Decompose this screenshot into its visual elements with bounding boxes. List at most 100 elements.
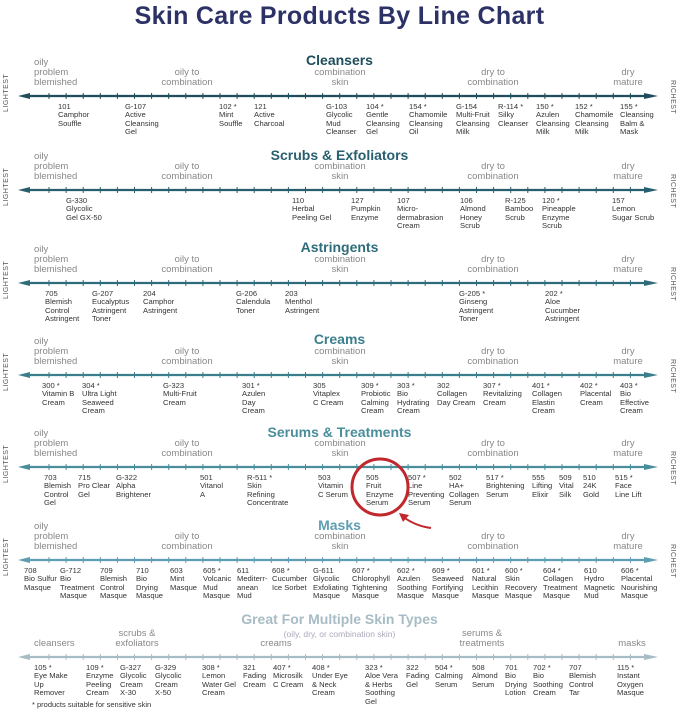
product-label: 157 Lemon Sugar Scrub xyxy=(612,196,654,222)
product-code: G-712 xyxy=(60,566,82,575)
skin-type-label: oily problem blemished xyxy=(34,337,77,367)
product-label: 708 Bio Sulfur Masque xyxy=(24,566,57,592)
product-code: 508 xyxy=(472,663,485,672)
product-label: 105 * Eye Make Up Remover xyxy=(34,663,68,698)
product-name-line: Active xyxy=(254,110,275,120)
product-name-line: Tightening xyxy=(352,582,388,592)
product-name-line: Cleanser xyxy=(498,118,529,128)
scale-axis xyxy=(18,93,658,99)
product-code: 608 * xyxy=(272,566,290,575)
product-label: 701 Bio Drying Lotion xyxy=(505,663,527,698)
skin-type-line: combination xyxy=(467,541,519,552)
skin-type-line: combination xyxy=(161,171,213,182)
product-label: R-511 * Skin Refining Concentrate xyxy=(247,473,288,508)
product-label: 101 Camphor Souffle xyxy=(58,102,89,128)
product-label: 321 Fading Cream xyxy=(243,663,266,689)
product-name-line: Lecithin xyxy=(472,582,499,592)
product-name-line: Scrub xyxy=(460,221,480,231)
product-name-line: Cream xyxy=(82,406,105,416)
section-astringents: Astringents oily problem blemished oily to co… xyxy=(0,239,679,331)
section-title: Cleansers xyxy=(306,52,373,68)
product-code: G-322 xyxy=(116,473,138,482)
product-name-line: Active xyxy=(125,110,146,120)
skin-type-line: oily xyxy=(34,336,49,347)
product-code: 104 * xyxy=(366,102,384,111)
product-label: 106 Almond Honey Scrub xyxy=(460,196,486,231)
product-name-line: Scrub xyxy=(505,212,525,222)
arrow-left-icon xyxy=(18,93,30,99)
product-name-line: Masque xyxy=(60,591,88,601)
product-name-line: Oxygen xyxy=(617,679,644,689)
skin-type-line: mature xyxy=(613,171,643,182)
product-name-line: Cleansing xyxy=(366,118,400,128)
product-name-line: Astringent xyxy=(545,314,580,324)
product-name-line: Cream xyxy=(533,688,556,698)
product-name-line: Revitalizing xyxy=(483,389,522,399)
product-code: 154 * xyxy=(409,102,427,111)
product-label: 710 Bio Drying Masque xyxy=(136,566,163,601)
section-title: Astringents xyxy=(300,239,379,255)
product-name-line: Cream xyxy=(202,688,225,698)
scale-axis xyxy=(18,372,658,378)
skin-type-line: dry to xyxy=(481,531,505,542)
page-title: Skin Care Products By Line Chart xyxy=(134,2,545,30)
product-name-line: Gentle xyxy=(366,110,389,120)
product-name-line: Calming xyxy=(361,397,389,407)
product-name-line: Ginseng xyxy=(459,297,488,307)
section-subtitle: (oily, dry, or combination skin) xyxy=(283,629,396,639)
product-name-line: Mask xyxy=(620,127,639,137)
skin-type-label: cleansers xyxy=(34,639,75,649)
section-masks: Masks oily problem blemished oily to combinat… xyxy=(0,517,679,609)
product-name-line: Volcanic xyxy=(203,574,232,584)
product-code: 707 xyxy=(569,663,582,672)
skin-type-label: dry to combination xyxy=(443,68,543,88)
product-name-line: Alpha xyxy=(116,481,136,491)
product-label: 323 * Aloe Vera & Herbs Soothing Gel xyxy=(365,663,398,706)
product-name-line: Soothing xyxy=(365,688,395,698)
skin-type-line: masks xyxy=(618,638,646,649)
product-name-line: Mud xyxy=(326,118,341,128)
product-name-line: Bio xyxy=(397,389,408,399)
product-name-line: Collagen xyxy=(543,574,573,584)
skin-type-line: combination xyxy=(161,356,213,367)
product-code: 517 * xyxy=(486,473,504,482)
product-label: 154 * Chamomile Cleansing Oil xyxy=(409,102,447,137)
product-name-line: Mint xyxy=(219,110,234,120)
product-name-line: Blemish xyxy=(45,297,73,307)
skin-type-line: scrubs & xyxy=(118,628,156,639)
skin-type-line: serums & xyxy=(461,628,503,639)
product-name-line: Menthol xyxy=(285,297,313,307)
product-code: 301 * xyxy=(242,381,260,390)
product-name-line: Chamomile xyxy=(575,110,614,120)
skin-type-line: mature xyxy=(613,448,643,459)
product-code: 322 xyxy=(406,663,419,672)
product-code: 609 * xyxy=(432,566,450,575)
product-name-line: Bio xyxy=(533,671,544,681)
product-label: 517 * Brightening Serum xyxy=(486,473,524,499)
product-code: 601 * xyxy=(472,566,490,575)
skin-type-line: combination xyxy=(314,346,366,357)
product-name-line: Serum xyxy=(472,679,495,689)
richest-label: RICHEST xyxy=(669,359,676,394)
product-name-line: Control xyxy=(569,679,594,689)
skin-type-label: oily problem blemished xyxy=(34,245,77,275)
product-name-line: Bio xyxy=(60,574,71,584)
skin-type-label: oily to combination xyxy=(137,68,237,88)
skin-type-line: dry to xyxy=(481,346,505,357)
skin-type-label: oily problem blemished xyxy=(34,152,77,182)
product-name-line: Almond xyxy=(472,671,498,681)
product-name-line: Cream xyxy=(397,221,420,231)
product-name-line: X-50 xyxy=(155,688,172,698)
product-label: 510 24K Gold xyxy=(583,473,599,499)
scale-axis xyxy=(18,557,658,563)
product-code: 501 xyxy=(200,473,213,482)
skin-type-label: dry to combination xyxy=(443,532,543,552)
product-label: 305 Vitaplex C Cream xyxy=(313,381,343,407)
product-label: G-206 Calendula Toner xyxy=(236,289,270,315)
arrow-right-icon xyxy=(644,280,658,286)
product-label: 607 * Chlorophyll Tightening Masque xyxy=(352,566,390,601)
product-name-line: Treatment xyxy=(543,582,578,592)
scale-axis xyxy=(18,187,658,193)
product-label: 611 Mediterr-anean Mud xyxy=(237,566,267,601)
product-name-line: Oil xyxy=(409,127,419,137)
